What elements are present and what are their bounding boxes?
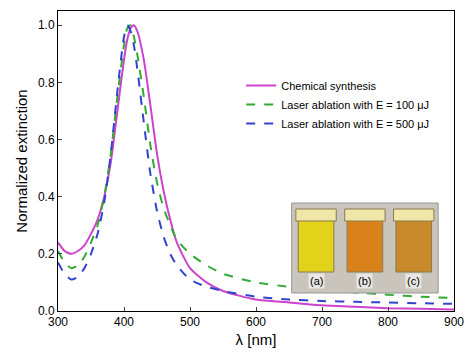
svg-text:Chemical synthesis: Chemical synthesis (281, 80, 376, 92)
svg-text:(c): (c) (407, 275, 420, 287)
svg-text:900: 900 (444, 315, 464, 329)
svg-text:300: 300 (48, 315, 68, 329)
svg-text:λ [nm]: λ [nm] (236, 331, 277, 348)
svg-text:0.6: 0.6 (38, 133, 55, 147)
svg-text:(b): (b) (358, 275, 371, 287)
svg-text:0.4: 0.4 (38, 190, 55, 204)
svg-text:Laser ablation with E = 500 μJ: Laser ablation with E = 500 μJ (281, 118, 429, 130)
svg-text:1.0: 1.0 (38, 18, 55, 32)
svg-text:500: 500 (180, 315, 200, 329)
svg-text:Normalized extinction: Normalized extinction (13, 89, 30, 232)
svg-text:600: 600 (246, 315, 266, 329)
svg-text:(a): (a) (310, 275, 323, 287)
svg-text:800: 800 (378, 315, 398, 329)
svg-text:0.0: 0.0 (38, 304, 55, 318)
svg-text:Laser ablation with E = 100 μJ: Laser ablation with E = 100 μJ (281, 99, 429, 111)
svg-text:0.2: 0.2 (38, 247, 55, 261)
svg-text:0.8: 0.8 (38, 76, 55, 90)
svg-text:400: 400 (114, 315, 134, 329)
svg-text:700: 700 (312, 315, 332, 329)
